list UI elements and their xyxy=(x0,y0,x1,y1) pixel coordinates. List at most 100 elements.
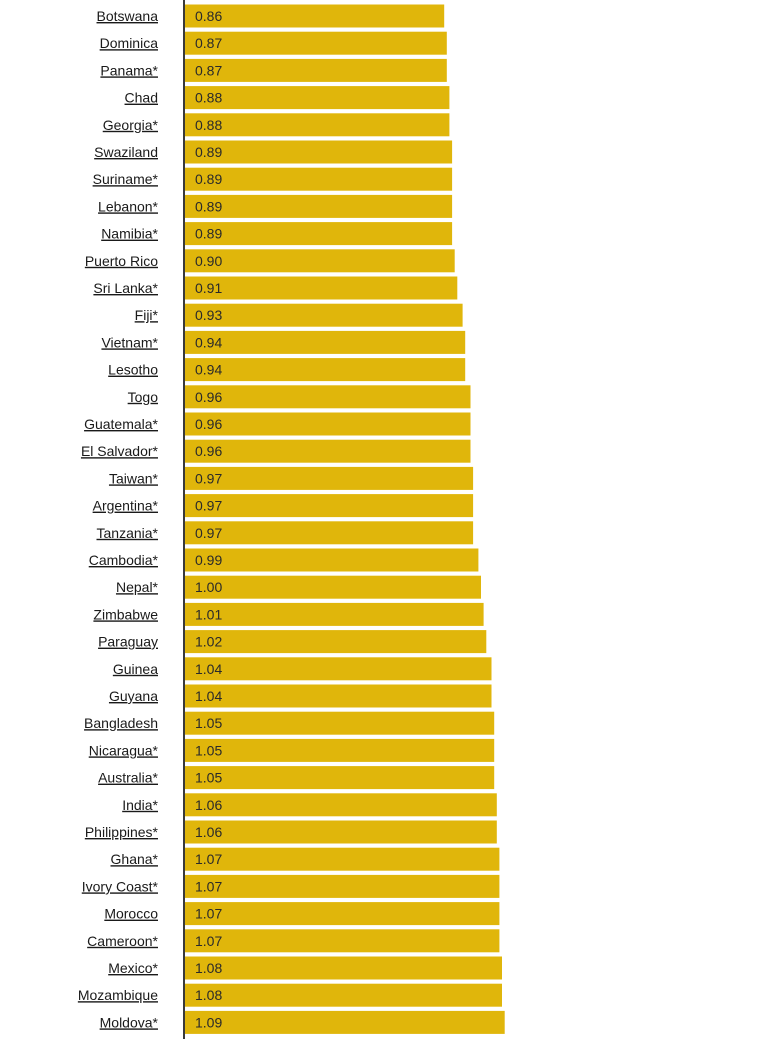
bar xyxy=(185,58,447,82)
bar-value-label: 1.00 xyxy=(195,579,222,595)
bar xyxy=(185,684,492,708)
bar xyxy=(185,956,502,980)
country-label[interactable]: Cameroon* xyxy=(87,933,158,949)
country-label[interactable]: Guatemala* xyxy=(84,416,158,432)
bar xyxy=(185,113,450,137)
bar-value-label: 1.05 xyxy=(195,770,222,786)
country-label[interactable]: Taiwan* xyxy=(109,470,159,486)
bar-value-label: 0.89 xyxy=(195,171,222,187)
bar-value-label: 1.06 xyxy=(195,824,222,840)
bar xyxy=(185,874,500,898)
country-label[interactable]: Puerto Rico xyxy=(85,253,158,269)
country-label[interactable]: Fiji* xyxy=(135,307,159,323)
country-label[interactable]: Lebanon* xyxy=(98,198,159,214)
bar xyxy=(185,766,495,790)
country-label[interactable]: Morocco xyxy=(104,906,158,922)
bar-value-label: 0.97 xyxy=(195,525,222,541)
country-label[interactable]: Dominica xyxy=(100,35,159,51)
bar-value-label: 1.09 xyxy=(195,1014,222,1030)
country-label[interactable]: Guinea xyxy=(113,661,158,677)
country-label[interactable]: Mexico* xyxy=(108,960,158,976)
bar xyxy=(185,548,479,572)
country-label[interactable]: Nicaragua* xyxy=(89,742,159,758)
country-label[interactable]: Swaziland xyxy=(94,144,158,160)
bar xyxy=(185,303,463,327)
bar-value-label: 0.96 xyxy=(195,389,222,405)
bar xyxy=(185,222,453,246)
country-label[interactable]: El Salvador* xyxy=(81,443,159,459)
country-label[interactable]: Argentina* xyxy=(93,498,159,514)
country-label[interactable]: Chad xyxy=(125,90,158,106)
bar-value-label: 1.07 xyxy=(195,851,222,867)
country-label[interactable]: Cambodia* xyxy=(89,552,159,568)
country-label[interactable]: India* xyxy=(122,797,158,813)
bar-value-label: 1.07 xyxy=(195,933,222,949)
country-label[interactable]: Mozambique xyxy=(78,987,158,1003)
country-label[interactable]: Moldova* xyxy=(100,1014,159,1030)
bar-value-label: 0.96 xyxy=(195,443,222,459)
bar-value-label: 0.93 xyxy=(195,307,222,323)
country-label[interactable]: Bangladesh xyxy=(84,715,158,731)
bar-value-label: 1.08 xyxy=(195,987,222,1003)
bar xyxy=(185,276,458,300)
bar-value-label: 1.04 xyxy=(195,688,222,704)
bar-value-label: 0.97 xyxy=(195,498,222,514)
country-label[interactable]: Suriname* xyxy=(93,171,159,187)
country-label[interactable]: Philippines* xyxy=(85,824,159,840)
bar xyxy=(185,140,453,164)
bars-layer: 0.86 0.87 0.87 0.88 0.88 0.89 0.89 0.89 0.89 0.90… xyxy=(185,4,505,1034)
bar xyxy=(185,738,495,762)
country-label[interactable]: Sri Lanka* xyxy=(93,280,158,296)
bar xyxy=(185,983,502,1007)
country-label[interactable]: Panama* xyxy=(100,62,158,78)
bar-value-label: 1.05 xyxy=(195,715,222,731)
bar xyxy=(185,602,484,626)
bar xyxy=(185,358,466,382)
country-label[interactable]: Paraguay xyxy=(98,634,158,650)
country-label[interactable]: Namibia* xyxy=(101,226,158,242)
bar xyxy=(185,847,500,871)
country-label[interactable]: Nepal* xyxy=(116,579,159,595)
country-label[interactable]: Zimbabwe xyxy=(93,606,158,622)
bar xyxy=(185,902,500,926)
bar-value-label: 0.87 xyxy=(195,62,222,78)
bar xyxy=(185,820,497,844)
country-label[interactable]: Ghana* xyxy=(111,851,159,867)
bar xyxy=(185,31,447,55)
bar xyxy=(185,793,497,817)
bar xyxy=(185,494,474,518)
bar xyxy=(185,86,450,110)
country-label[interactable]: Australia* xyxy=(98,770,158,786)
country-label[interactable]: Tanzania* xyxy=(97,525,159,541)
country-label[interactable]: Ivory Coast* xyxy=(82,878,159,894)
bar-value-label: 1.04 xyxy=(195,661,222,677)
bar xyxy=(185,466,474,490)
bar-value-label: 0.87 xyxy=(195,35,222,51)
bar-value-label: 0.90 xyxy=(195,253,222,269)
bar xyxy=(185,412,471,436)
bar xyxy=(185,657,492,681)
bar-value-label: 0.91 xyxy=(195,280,222,296)
country-label[interactable]: Georgia* xyxy=(103,117,159,133)
bar xyxy=(185,630,487,654)
bar xyxy=(185,249,455,273)
country-label[interactable]: Guyana xyxy=(109,688,158,704)
bar-value-label: 0.86 xyxy=(195,8,222,24)
bar xyxy=(185,4,445,28)
country-label[interactable]: Botswana xyxy=(97,8,159,24)
bar-value-label: 0.94 xyxy=(195,334,222,350)
country-label[interactable]: Lesotho xyxy=(108,362,158,378)
bar xyxy=(185,575,481,599)
country-label[interactable]: Togo xyxy=(128,389,159,405)
bar-value-label: 1.08 xyxy=(195,960,222,976)
bar-value-label: 0.89 xyxy=(195,198,222,214)
bar xyxy=(185,194,453,218)
category-labels-layer: Botswana Dominica Panama* Chad Georgia* Swazi… xyxy=(78,8,159,1030)
country-label[interactable]: Vietnam* xyxy=(101,334,158,350)
bar-value-label: 1.06 xyxy=(195,797,222,813)
bar-value-label: 0.88 xyxy=(195,117,222,133)
bar xyxy=(185,929,500,953)
bar-value-label: 0.94 xyxy=(195,362,222,378)
bar-value-label: 1.01 xyxy=(195,606,222,622)
bar-value-label: 0.96 xyxy=(195,416,222,432)
